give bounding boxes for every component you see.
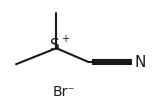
Text: N: N (134, 55, 146, 70)
Text: Br⁻: Br⁻ (53, 85, 76, 99)
Text: S: S (50, 38, 59, 53)
Text: +: + (61, 34, 69, 44)
